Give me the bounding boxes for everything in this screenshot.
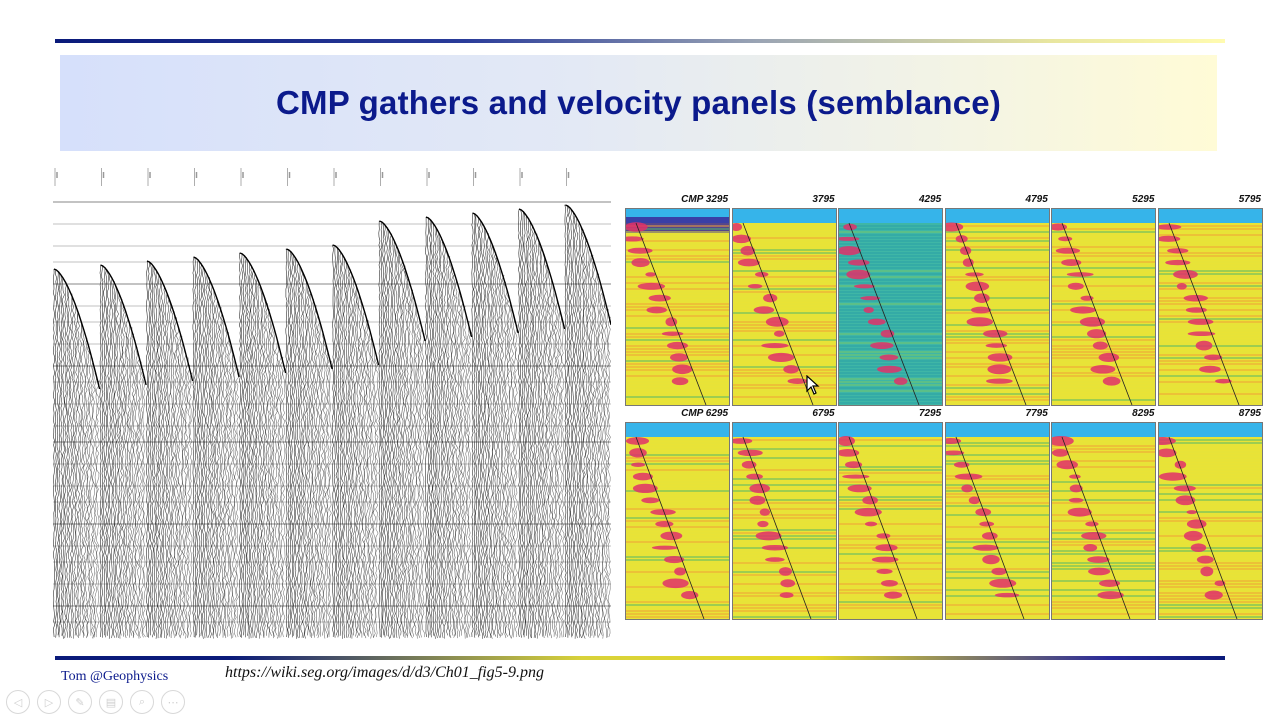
panel-label: 3795 [812, 194, 835, 205]
cmp-gather [99, 264, 147, 639]
presentation-toolbar: ◁ ▷ ✎ ▤ ⌕ ⋯ [6, 690, 185, 714]
cmp-gather [518, 208, 566, 639]
panel-label: CMP 3295 [681, 194, 728, 205]
panel-label: 5795 [1238, 194, 1261, 205]
zoom-icon[interactable]: ⌕ [130, 690, 154, 714]
panel-label: CMP 6295 [681, 408, 728, 419]
title-top-rule [55, 39, 1225, 43]
velocity-panel [1051, 422, 1157, 620]
velocity-panel [838, 422, 944, 620]
panel-label: 7795 [1025, 408, 1048, 419]
panel-label: 8795 [1238, 408, 1261, 419]
panel-label: 4795 [1025, 194, 1048, 205]
more-icon[interactable]: ⋯ [161, 690, 185, 714]
velocity-panel [838, 208, 944, 406]
velocity-panel [1158, 422, 1263, 620]
velocity-panel [731, 208, 837, 406]
slide-title: CMP gathers and velocity panels (semblan… [275, 84, 1002, 121]
next-icon[interactable]: ▷ [37, 690, 61, 714]
panel-label: 4295 [918, 194, 942, 205]
cmp-gather [378, 220, 426, 639]
cmp-gather [332, 244, 380, 639]
velocity-panel [731, 422, 837, 620]
panel-label: 5295 [1132, 194, 1155, 205]
cmp-gather [53, 268, 101, 639]
source-url: https://wiki.seg.org/images/d/d3/Ch01_fi… [225, 664, 544, 681]
cmp-gather [425, 216, 473, 639]
mouse-cursor-icon [806, 375, 820, 395]
pen-icon[interactable]: ✎ [68, 690, 92, 714]
velocity-panel [625, 422, 730, 620]
cmp-gathers-image [53, 164, 611, 639]
panel-label: 7295 [918, 408, 942, 419]
panel-label: 8295 [1132, 408, 1155, 419]
velocity-panels-grid: CMP 3295 3795 4295 4795 5295 5795 CMP 6295 6795… [625, 194, 1263, 624]
title-band: CMP gathers and velocity panels (semblan… [60, 55, 1217, 151]
cmp-gather [564, 204, 611, 639]
panel-label: 6795 [812, 408, 835, 419]
velocity-panel [625, 208, 730, 406]
cmp-gather [471, 212, 519, 639]
author-credit: Tom @Geophysics [61, 669, 169, 684]
cmp-gather [146, 260, 194, 639]
cmp-gather [285, 248, 333, 639]
velocity-panel [944, 422, 1050, 620]
velocity-panel [944, 208, 1050, 406]
cmp-gather [192, 256, 240, 639]
prev-icon[interactable]: ◁ [6, 690, 30, 714]
velocity-panel [1051, 208, 1157, 406]
cmp-gather [239, 252, 287, 639]
velocity-panel [1158, 208, 1263, 406]
slides-icon[interactable]: ▤ [99, 690, 123, 714]
footer-rule [55, 656, 1225, 660]
